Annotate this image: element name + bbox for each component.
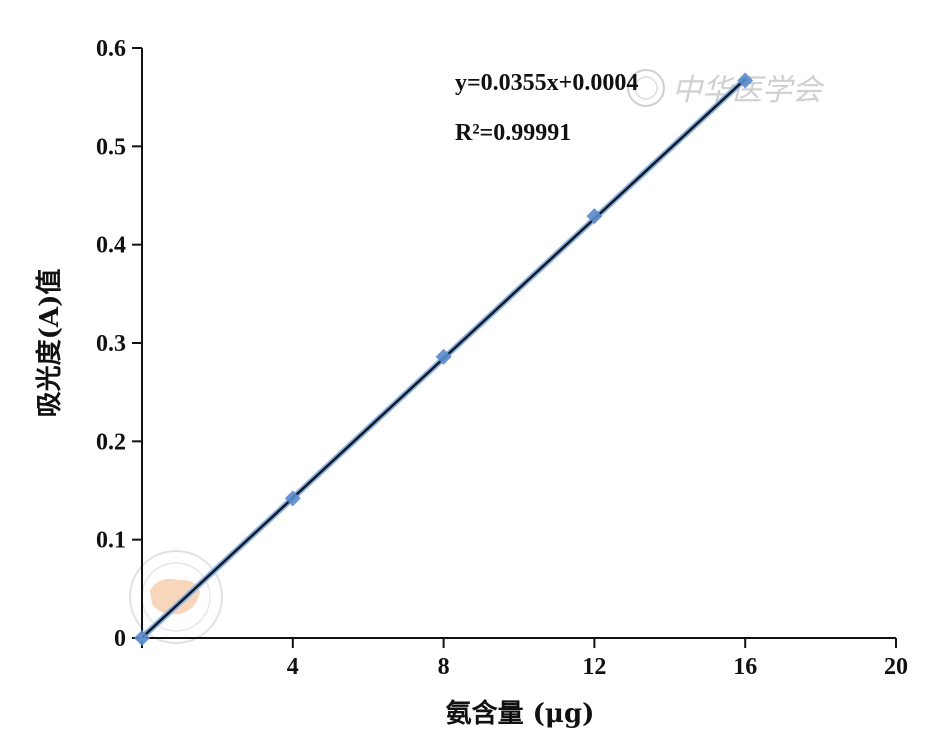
y-tick-label: 0.5	[96, 134, 126, 160]
equation-annotation: y=0.0355x+0.0004	[455, 70, 638, 96]
data-point	[586, 208, 603, 225]
watermark-top-right: 中华医学会	[627, 69, 825, 108]
data-point	[284, 490, 301, 507]
x-tick-label: 12	[582, 654, 606, 680]
x-tick-label: 4	[287, 654, 299, 680]
x-axis-title: 氨含量 (μg)	[446, 698, 595, 729]
data-point	[435, 348, 452, 365]
points-layer	[134, 72, 754, 646]
x-tick-label: 16	[733, 654, 757, 680]
y-tick-label: 0.2	[96, 429, 126, 455]
y-tick-label: 0.4	[96, 233, 126, 259]
y-tick-label: 0.1	[96, 528, 126, 554]
x-tick-label: 20	[884, 654, 908, 680]
watermark-seal	[129, 550, 223, 644]
r-squared-annotation: R²=0.99991	[455, 120, 571, 146]
y-tick-label: 0.6	[96, 36, 126, 62]
x-ticks: 4 8 12 16 20	[141, 638, 908, 680]
y-tick-label: 0	[114, 626, 126, 652]
y-ticks: 0 0.1 0.2 0.3 0.4 0.5 0.6	[96, 36, 142, 652]
y-axis-title: 吸光度(A)值	[34, 269, 65, 418]
y-tick-label: 0.3	[96, 331, 126, 357]
data-point	[134, 630, 150, 646]
x-tick-label: 8	[438, 654, 450, 680]
data-point	[737, 72, 754, 89]
